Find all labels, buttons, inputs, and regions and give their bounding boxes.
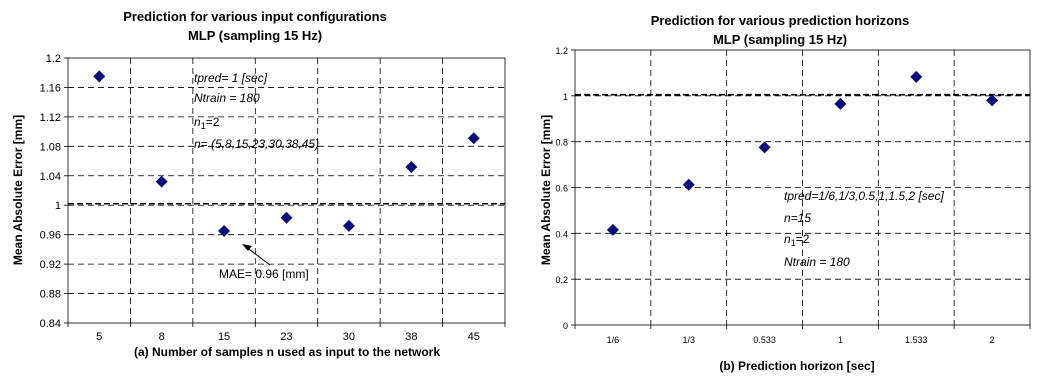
- chart-b-title: Prediction for various prediction horizo…: [651, 13, 910, 28]
- chart-b-y-tick-label: 0.6: [555, 184, 568, 194]
- chart-a-x-tick-label: 5: [96, 331, 102, 343]
- chart-a-subtitle: MLP (sampling 15 Hz): [188, 28, 322, 43]
- chart-a-x-axis-label: (a) Number of samples n used as input to…: [134, 345, 440, 359]
- chart-a-annotation-n-list: n= (5,8,15,23,30,38,45): [194, 137, 319, 151]
- chart-a-title: Prediction for various input configurati…: [123, 9, 387, 24]
- chart-b-x-tick-label: 0.533: [753, 335, 776, 345]
- chart-a-y-tick-label: 0.88: [40, 289, 61, 301]
- chart-a-y-tick-label: 1.08: [40, 141, 61, 153]
- chart-a-annotation-tpred: tpred= 1 [sec]: [194, 71, 268, 85]
- chart-b-x-tick-label: 2: [990, 335, 995, 345]
- chart-b-point-1_533: [910, 70, 923, 83]
- chart-a-y-tick-label: 1.12: [40, 112, 61, 124]
- chart-b-y-tick-label: 0.4: [555, 229, 568, 239]
- chart-b-x-tick-label: 1.533: [905, 335, 928, 345]
- chart-b-annotation-n: n=15: [784, 211, 811, 225]
- chart-a-y-tick-label: 1.2: [46, 53, 61, 65]
- chart-b: Prediction for various prediction horizo…: [539, 13, 1031, 373]
- chart-a-mae-arrow: [242, 244, 271, 266]
- chart-a-x-tick-label: 23: [280, 331, 292, 343]
- chart-a-y-axis-label: Mean Absolute Error [mm]: [11, 115, 25, 265]
- chart-b-y-tick-label: 0.8: [555, 138, 568, 148]
- chart-a-y-ticks: 0.84 0.88 0.92 0.96 1 1.04 1.08 1.12 1.16 1.2: [40, 53, 68, 330]
- chart-a-y-tick-label: 1: [55, 200, 61, 212]
- chart-b-x-tick-label: 1/3: [682, 335, 695, 345]
- chart-b-point-1: [834, 97, 847, 110]
- chart-a-x-tick-label: 38: [405, 331, 417, 343]
- chart-b-x-ticks: 1/6 1/3 0.533 1 1.533 2: [574, 325, 1031, 345]
- chart-a-y-tick-label: 1.04: [40, 171, 61, 183]
- chart-a-x-tick-label: 45: [468, 331, 480, 343]
- chart-b-y-tick-label: 0: [563, 321, 568, 331]
- chart-a-annotation-ntrain: Ntrain = 180: [194, 91, 260, 105]
- chart-a-x-tick-label: 30: [343, 331, 355, 343]
- chart-b-annotation-ntrain: Ntrain = 180: [784, 255, 850, 269]
- chart-a-point-23: [280, 211, 293, 224]
- chart-a-y-tick-label: 0.84: [40, 318, 61, 330]
- chart-b-x-axis-label: (b) Prediction horizon [sec]: [719, 359, 874, 373]
- chart-a-point-45: [467, 132, 480, 145]
- chart-a-points: [93, 70, 480, 237]
- chart-a-y-tick-label: 0.92: [40, 259, 61, 271]
- chart-a-point-8: [155, 175, 168, 188]
- chart-b-point-2: [986, 94, 999, 107]
- chart-b-y-tick-label: 1.2: [555, 46, 568, 56]
- chart-b-point-0_533: [758, 141, 771, 154]
- chart-b-annotation-tpred: tpred=1/6,1/3,0.5,1,1.5,2 [sec]: [784, 189, 944, 203]
- chart-a-plot-area: [67, 57, 506, 324]
- chart-b-y-axis-label: Mean Absolute Error [mm]: [539, 115, 553, 265]
- chart-b-annotation-n1: n1=2: [784, 232, 810, 248]
- chart-b-y-tick-label: 0.2: [555, 275, 568, 285]
- chart-a-x-tick-label: 15: [218, 331, 230, 343]
- chart-b-point-1_6: [606, 223, 619, 236]
- chart-b-x-tick-label: 1: [838, 335, 843, 345]
- chart-a-point-5: [93, 70, 106, 83]
- chart-b-gridlines: [575, 50, 1030, 325]
- chart-a-annotation-n1: n1=2: [194, 115, 220, 131]
- chart-a-point-30: [342, 219, 355, 232]
- chart-a-point-15: [218, 224, 231, 237]
- chart-b-y-tick-label: 1: [563, 92, 568, 102]
- chart-b-subtitle: MLP (sampling 15 Hz): [713, 32, 847, 47]
- chart-a: Prediction for various input configurati…: [11, 9, 506, 359]
- chart-a-gridlines: [68, 58, 505, 323]
- chart-b-points: [606, 70, 999, 236]
- chart-a-annotation-mae: MAE= 0.96 [mm]: [219, 267, 309, 281]
- chart-a-point-38: [405, 160, 418, 173]
- chart-a-y-tick-label: 0.96: [40, 230, 61, 242]
- chart-b-point-1_3: [682, 178, 695, 191]
- chart-a-x-tick-label: 8: [159, 331, 165, 343]
- chart-a-x-ticks: 5 8 15 23 30 38 45: [67, 323, 506, 343]
- chart-a-y-tick-label: 1.16: [40, 82, 61, 94]
- chart-b-y-ticks: 0 0.2 0.4 0.6 0.8 1 1.2: [555, 46, 575, 331]
- chart-b-x-tick-label: 1/6: [607, 335, 620, 345]
